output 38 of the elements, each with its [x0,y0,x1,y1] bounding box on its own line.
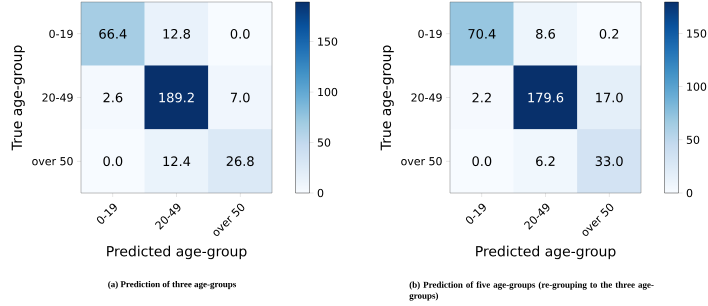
y-tick-label: 20-49 [42,93,73,102]
data-label: 2.6 [103,92,122,102]
data-label: 0.0 [103,156,122,166]
color-bar-label: 100 [318,88,338,96]
data-label: 2.2 [472,92,491,102]
data-label: 7.0 [230,92,250,102]
data-label: 66.4 [99,28,127,39]
color-bar-label: 150 [687,29,706,38]
y-tick-label: 0-19 [418,30,442,38]
text: (b) Prediction of five age-groups (re-grouping to the three age-groups) [409,281,654,301]
data-label: 12.4 [164,156,190,166]
data-label: 6.2 [536,156,554,166]
data-label: 0.2 [600,28,618,39]
x-axis-title: Predicted age-group [476,246,616,260]
text: (a) Prediction of three age-groups [108,280,236,290]
data-label: 33.0 [596,156,623,166]
data-label: 70.4 [468,28,496,39]
color-bar-label: 150 [318,37,338,46]
data-label: 26.8 [226,156,254,166]
data-label: 17.0 [596,92,623,102]
y-axis-title: True age-group [380,45,394,150]
data-label: 179.6 [528,92,564,102]
data-label: 12.8 [164,28,190,39]
data-label: 0.0 [472,156,492,166]
color-bar-label: 100 [687,82,706,91]
data-label: 189.2 [159,92,194,102]
data-label: 8.6 [536,28,555,39]
color-bar-label: 0 [318,188,324,198]
y-tick-label: 20-49 [411,93,442,102]
data-label: 0.0 [230,28,250,39]
y-tick-label: over 50 [32,157,73,166]
color-bar-label: 0 [686,188,692,198]
y-axis-title: True age-group [12,45,25,150]
y-tick-label: 0-19 [49,30,73,38]
color-bar-label: 50 [686,136,700,144]
color-bar-label: 50 [318,138,330,147]
y-tick-label: over 50 [401,157,442,166]
x-axis-title: Predicted age-group [107,246,246,260]
